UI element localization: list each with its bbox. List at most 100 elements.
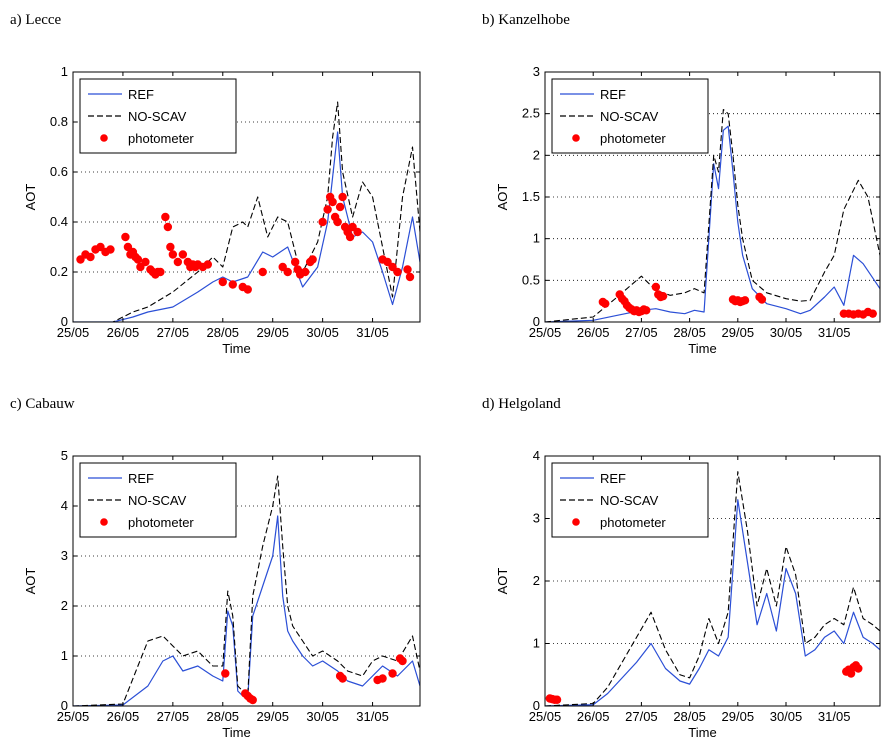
noscav-line: [73, 101, 420, 322]
x-tick-label: 31/05: [818, 325, 851, 340]
x-tick-label: 30/05: [306, 709, 339, 724]
photometer-point: [133, 255, 143, 264]
photometer-point: [203, 260, 213, 269]
photometer-point: [868, 309, 877, 318]
legend-entry: NO-SCAV: [600, 109, 659, 124]
photometer-point: [86, 252, 95, 262]
plot-area: [73, 101, 420, 322]
photometer-point: [258, 267, 267, 277]
legend-entry: photometer: [600, 515, 666, 530]
legend-entry: photometer: [128, 515, 194, 530]
legend-swatch: [100, 518, 108, 526]
photometer-point: [403, 265, 412, 274]
photometer-point: [378, 674, 387, 683]
x-tick-label: 28/05: [673, 325, 706, 340]
legend-entry: NO-SCAV: [128, 493, 187, 508]
photometer-point: [221, 669, 230, 678]
photometer-point: [156, 267, 165, 277]
y-tick-label: 0: [61, 698, 68, 713]
photometer-point: [328, 197, 337, 207]
legend-entry: NO-SCAV: [128, 109, 187, 124]
y-axis-label: AOT: [495, 568, 510, 595]
photometer-point: [552, 695, 562, 704]
plot-area: [73, 475, 420, 706]
photometer-point: [218, 277, 227, 287]
legend: REF NO-SCAV photometer: [551, 78, 709, 154]
x-tick-label: 30/05: [770, 709, 803, 724]
x-tick-label: 28/05: [207, 709, 240, 724]
photometer-point: [141, 257, 150, 267]
noscav-line: [73, 475, 420, 706]
photometer-point: [757, 295, 767, 304]
photometer-point: [178, 250, 188, 259]
legend-entry: REF: [128, 87, 154, 102]
photometer-point: [323, 205, 332, 214]
photometer-point: [333, 217, 342, 227]
photometer-point: [228, 280, 237, 289]
y-tick-label: 3: [533, 64, 540, 79]
x-tick-label: 30/05: [770, 325, 803, 340]
x-tick-label: 25/05: [57, 709, 90, 724]
x-tick-label: 26/05: [577, 325, 610, 340]
x-tick-label: 25/05: [529, 325, 562, 340]
x-tick-label: 30/05: [306, 325, 339, 340]
y-tick-label: 2: [61, 598, 68, 613]
legend-entry: REF: [600, 471, 626, 486]
legend-entry: photometer: [128, 131, 194, 146]
photometer-point: [308, 255, 317, 264]
photometer-point: [173, 257, 183, 267]
photometer-point: [353, 227, 362, 237]
panel-label: c) Cabauw: [10, 396, 75, 412]
x-tick-label: 31/05: [818, 709, 851, 724]
photometer-point: [168, 250, 178, 259]
axes-frame: [72, 71, 421, 323]
x-tick-label: 28/05: [207, 325, 240, 340]
legend-entry: REF: [600, 87, 626, 102]
y-tick-label: 1: [61, 64, 68, 79]
panel-label: a) Lecce: [10, 12, 62, 28]
photometer-point: [283, 267, 292, 277]
y-tick-label: 0.4: [50, 214, 68, 229]
y-tick-label: 0.8: [50, 114, 68, 129]
y-tick-label: 3: [61, 548, 68, 563]
y-tick-label: 2.5: [522, 106, 540, 121]
photometer-point: [335, 202, 345, 212]
x-tick-label: 27/05: [157, 709, 190, 724]
photometer-point: [854, 664, 863, 673]
legend: REF NO-SCAV photometer: [79, 78, 237, 154]
x-tick-label: 26/05: [107, 709, 140, 724]
ref-line: [545, 125, 880, 322]
legend-entry: NO-SCAV: [600, 493, 659, 508]
photometer-point: [393, 267, 402, 277]
x-tick-label: 26/05: [107, 325, 140, 340]
panel-label: b) Kanzelhobe: [482, 12, 570, 28]
y-axis-label: AOT: [23, 568, 38, 595]
photometer-point: [642, 306, 651, 315]
legend-swatch: [572, 134, 580, 142]
x-axis-label: Time: [222, 725, 250, 740]
photometer-point: [121, 232, 130, 242]
y-tick-label: 0.6: [50, 164, 68, 179]
ref-line: [73, 515, 420, 706]
x-axis-label: Time: [688, 725, 716, 740]
x-tick-label: 27/05: [157, 325, 190, 340]
photometer-point: [405, 272, 415, 282]
x-tick-label: 29/05: [722, 709, 755, 724]
x-tick-label: 31/05: [356, 709, 389, 724]
photometer-point: [161, 212, 170, 222]
legend: REF NO-SCAV photometer: [79, 462, 237, 538]
y-tick-label: 4: [533, 448, 540, 463]
photometer-point: [388, 669, 397, 678]
x-tick-label: 28/05: [673, 709, 706, 724]
y-tick-label: 1: [533, 636, 540, 651]
photometer-point: [740, 296, 750, 305]
legend-swatch: [572, 518, 580, 526]
photometer-point: [318, 217, 327, 227]
y-tick-label: 2: [533, 573, 540, 588]
x-tick-label: 27/05: [625, 709, 658, 724]
y-tick-label: 1.5: [522, 189, 540, 204]
